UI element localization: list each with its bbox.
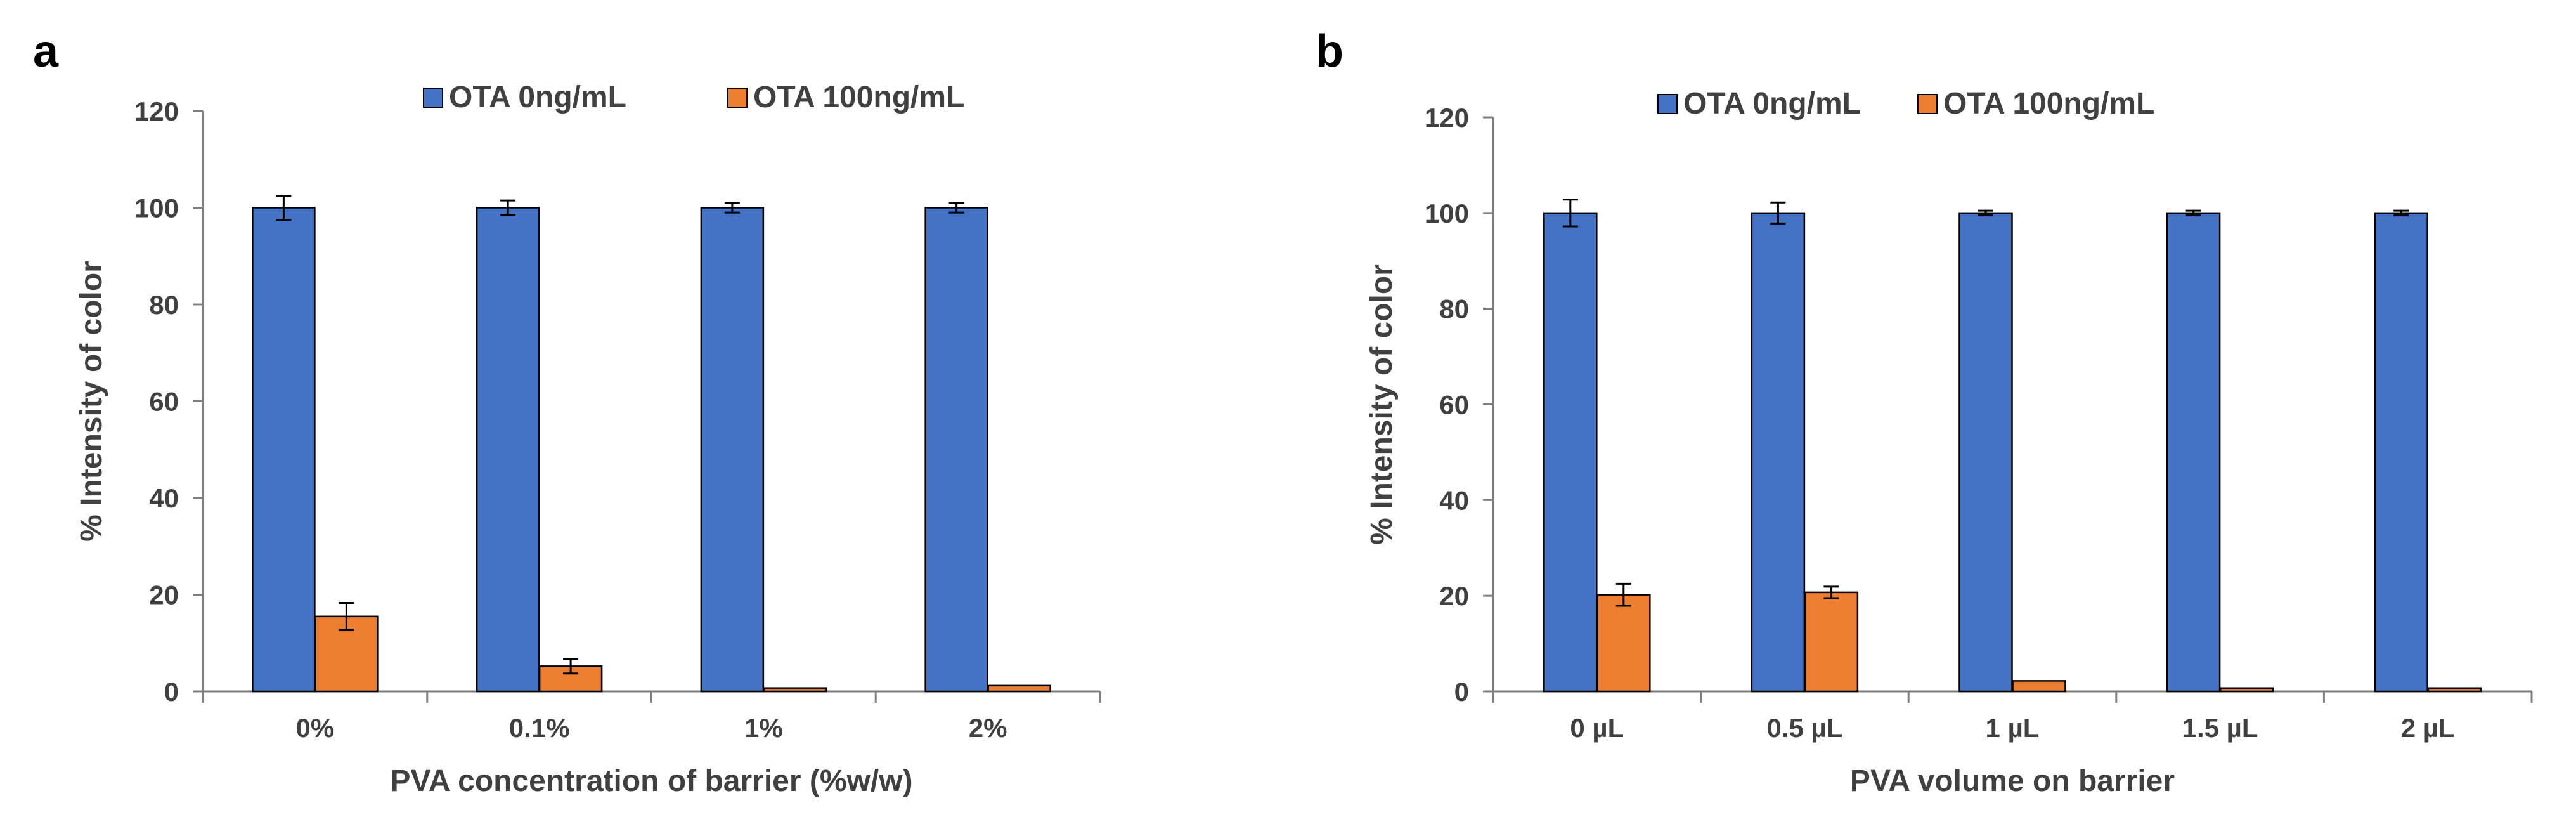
x-axis-title: PVA volume on barrier xyxy=(1850,764,2175,798)
bar-1-3 xyxy=(987,684,1051,693)
x-tick-label: 0.5 µL xyxy=(1766,713,1842,743)
legend-swatch xyxy=(423,88,443,108)
legend-swatch xyxy=(727,88,748,108)
y-tick-label: 100 xyxy=(1425,199,1469,228)
panel-label: a xyxy=(33,26,59,77)
y-tick-label: 20 xyxy=(1439,581,1469,611)
y-tick-label: 0 xyxy=(1454,677,1469,707)
y-tick-label: 40 xyxy=(149,483,179,513)
x-tick-label: 2% xyxy=(969,713,1007,743)
y-tick-label: 100 xyxy=(134,193,179,223)
y-tick-label: 60 xyxy=(1439,390,1469,420)
y-tick-label: 80 xyxy=(149,290,179,320)
bar-0-2 xyxy=(1958,212,2013,693)
bar-1-2 xyxy=(2012,680,2066,693)
y-tick-label: 120 xyxy=(134,96,179,126)
y-tick-label: 120 xyxy=(1425,103,1469,133)
legend-label: OTA 0ng/mL xyxy=(449,81,626,114)
x-tick-label: 2 µL xyxy=(2401,713,2455,743)
y-tick-label: 20 xyxy=(149,580,179,610)
chart-panel-b: b 0 20 40 60 80 100 120 0 µL 0.5 µL 1 µL 1.5 µL 2 µL… xyxy=(1316,26,2533,798)
y-tick-label: 0 xyxy=(164,677,179,707)
bar-1-3 xyxy=(2219,687,2274,693)
x-tick-label: 1% xyxy=(744,713,783,743)
x-tick-label: 0% xyxy=(296,713,335,743)
bar-0-1 xyxy=(1751,212,1806,693)
bar-0-3 xyxy=(924,207,988,693)
legend-label: OTA 100ng/mL xyxy=(753,81,964,114)
bar-0-2 xyxy=(700,207,765,693)
legend-label: OTA 100ng/mL xyxy=(1943,87,2154,121)
y-axis-title: % Intensity of color xyxy=(75,261,108,542)
x-tick-label: 1 µL xyxy=(1986,713,2040,743)
bar-1-4 xyxy=(2427,687,2482,693)
bar-1-2 xyxy=(763,687,827,693)
x-axis-title: PVA concentration of barrier (%w/w) xyxy=(390,764,912,798)
panel-label: b xyxy=(1316,26,1343,77)
bar-0-3 xyxy=(2166,212,2221,693)
legend-swatch xyxy=(1917,94,1938,114)
bar-0-1 xyxy=(476,207,540,693)
bar-1-1 xyxy=(1804,591,1859,693)
bar-1-0 xyxy=(1596,594,1651,693)
x-tick-label: 0 µL xyxy=(1570,713,1624,743)
y-tick-label: 80 xyxy=(1439,294,1469,324)
y-tick-label: 60 xyxy=(149,387,179,417)
x-tick-label: 0.1% xyxy=(509,713,570,743)
bar-0-4 xyxy=(2374,212,2428,693)
legend-swatch xyxy=(1657,94,1678,114)
y-tick-label: 40 xyxy=(1439,485,1469,515)
x-tick-label: 1.5 µL xyxy=(2182,713,2258,743)
bar-0-0 xyxy=(1543,212,1598,693)
bar-0-0 xyxy=(252,207,316,693)
legend-label: OTA 0ng/mL xyxy=(1683,87,1861,121)
y-axis-title: % Intensity of color xyxy=(1365,264,1399,545)
chart-panel-a: a 0 20 40 60 80 100 120 0% 0.1% 1% 2% OTA 0ng/mL OTA … xyxy=(33,26,1101,798)
bar-1-1 xyxy=(538,665,603,693)
